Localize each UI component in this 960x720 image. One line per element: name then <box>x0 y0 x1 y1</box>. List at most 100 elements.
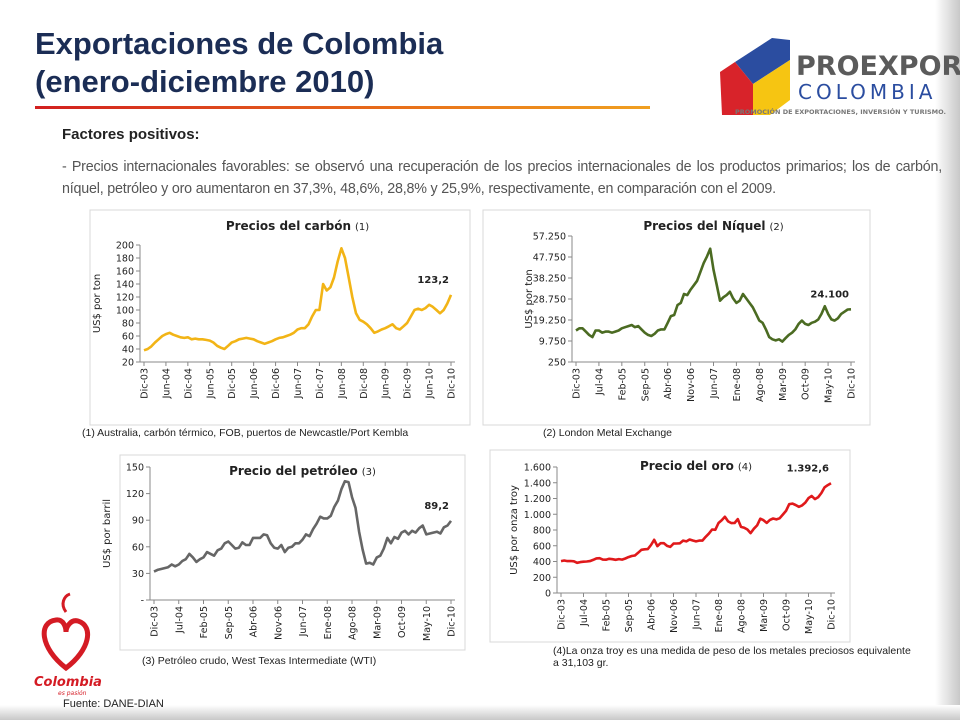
logo-text: COLOMBIA <box>798 80 936 104</box>
x-tick-label: Ago-08 <box>348 606 359 640</box>
logo-motto: es pasión <box>58 690 87 697</box>
x-tick-label: Dic-06 <box>271 368 282 399</box>
x-tick-label: Mar-09 <box>778 368 789 401</box>
y-tick-label: 20 <box>122 358 134 369</box>
x-tick-label: Dic-03 <box>150 606 161 637</box>
x-tick-label: Dic-03 <box>572 368 583 399</box>
x-tick-label: Feb-05 <box>617 368 628 400</box>
data-label: 89,2 <box>424 501 449 512</box>
data-label: 1.392,6 <box>787 463 829 474</box>
logo-heart <box>41 617 90 672</box>
footnote: (1) Australia, carbón térmico, FOB, puer… <box>82 427 409 439</box>
y-tick-label: 30 <box>132 569 144 580</box>
chart-title: Precio del oro (4) <box>640 459 752 473</box>
x-tick-label: Jun-05 <box>205 368 216 399</box>
y-tick-label: 1.600 <box>524 463 551 474</box>
x-tick-label: Ago-08 <box>755 368 766 402</box>
proexport-logo: PROEXPORT COLOMBIA PROMOCIÓN DE EXPORTAC… <box>720 38 960 116</box>
x-tick-label: Abr-06 <box>663 368 674 399</box>
x-tick-label: Dic-04 <box>183 368 194 399</box>
logo-shape <box>720 62 753 115</box>
y-tick-label: 40 <box>122 345 134 356</box>
y-tick-label: 28.750 <box>533 295 566 306</box>
x-tick-label: Jun-07 <box>692 599 703 630</box>
x-tick-label: Mar-09 <box>759 599 770 632</box>
chart-box <box>482 209 871 426</box>
chart-box <box>89 209 471 426</box>
logo-text: Colombia <box>34 675 102 690</box>
x-tick-label: Nov-06 <box>273 606 284 640</box>
series-line <box>575 247 852 343</box>
x-tick-label: Ene-08 <box>714 599 725 632</box>
x-tick-label: Abr-06 <box>249 606 260 637</box>
x-tick-label: Dic-03 <box>140 368 151 399</box>
x-tick-label: Dic-03 <box>557 599 568 630</box>
data-label: 123,2 <box>417 275 449 286</box>
chart-title-text: Precios del carbón <box>226 219 351 233</box>
colombia-logo: Colombia es pasión <box>34 592 102 697</box>
x-tick-label: Abr-06 <box>647 599 658 630</box>
y-tick-label: 180 <box>116 254 134 265</box>
logo-text: PROEXPORT <box>796 51 960 82</box>
x-tick-label: Dic-05 <box>227 368 238 399</box>
y-tick-label: 9.750 <box>539 337 566 348</box>
x-tick-label: Dic-07 <box>315 368 326 399</box>
x-tick-label: Jun-07 <box>709 368 720 399</box>
x-tick-label: Jul-04 <box>594 368 605 396</box>
source: Fuente: DANE-DIAN <box>63 698 164 710</box>
y-tick-label: - <box>141 596 144 607</box>
x-tick-label: Sep-05 <box>224 606 235 639</box>
chart-title: Precio del petróleo (3) <box>229 464 376 478</box>
x-tick-label: Feb-05 <box>602 599 613 631</box>
x-tick-label: Sep-05 <box>640 368 651 401</box>
slide-title: (enero-diciembre 2010) <box>35 64 375 99</box>
series-line <box>560 482 832 565</box>
paragraph: - Precios internacionales favorables: se… <box>62 159 942 197</box>
logo-shape <box>753 60 790 115</box>
x-tick-label: Jun-06 <box>249 368 260 399</box>
y-tick-label: 120 <box>116 293 134 304</box>
x-tick-label: Jun-08 <box>337 368 348 399</box>
y-tick-label: 200 <box>116 241 134 252</box>
y-tick-label: 1.400 <box>524 478 551 489</box>
chart-title-text: Precios del Níquel <box>643 219 765 233</box>
chart-title-text: Precio del petróleo <box>229 464 358 478</box>
subtitle: Factores positivos: <box>62 126 200 143</box>
y-tick-label: 120 <box>126 489 144 500</box>
footnote: (4)La onza troy es una medida de peso de… <box>553 645 911 669</box>
x-tick-label: May-10 <box>422 606 433 641</box>
y-tick-label: 38.250 <box>533 274 566 285</box>
logo-tagline: PROMOCIÓN DE EXPORTACIONES, INVERSIÓN Y … <box>735 107 946 116</box>
y-tick-label: 1.200 <box>524 494 551 505</box>
chart-box <box>119 454 466 651</box>
logo-flame <box>61 592 71 613</box>
chart-title-text: Precio del oro <box>640 459 734 473</box>
x-tick-label: Ene-08 <box>323 606 334 639</box>
x-tick-label: Dic-10 <box>447 368 458 399</box>
y-tick-label: 60 <box>122 332 134 343</box>
y-tick-label: 200 <box>533 573 551 584</box>
x-tick-label: Jun-04 <box>161 368 172 399</box>
slide-title: Exportaciones de Colombia <box>35 26 444 61</box>
y-tick-label: 57.250 <box>533 232 566 243</box>
footnote: (3) Petróleo crudo, West Texas Intermedi… <box>142 655 377 667</box>
x-tick-label: Dic-09 <box>403 368 414 399</box>
y-axis-label: US$ por onza troy <box>509 485 520 575</box>
y-tick-label: 90 <box>132 516 144 527</box>
x-tick-label: Feb-05 <box>199 606 210 638</box>
x-tick-label: Jun-07 <box>293 368 304 399</box>
x-tick-label: Nov-06 <box>669 599 680 633</box>
y-tick-label: 600 <box>533 541 551 552</box>
edge-shade <box>935 0 960 720</box>
x-tick-label: Nov-06 <box>686 368 697 402</box>
series-line <box>143 247 453 352</box>
chart-title-note: (4) <box>738 462 752 473</box>
y-tick-label: 100 <box>116 306 134 317</box>
x-tick-label: Jun-07 <box>298 606 309 637</box>
y-axis-label: US$ por ton <box>92 274 103 333</box>
x-tick-label: Jun-10 <box>425 368 436 399</box>
edge-shade <box>0 705 960 720</box>
title-rule <box>35 106 650 109</box>
y-axis-label: US$ por ton <box>524 269 535 328</box>
x-tick-label: Dic-10 <box>447 606 458 637</box>
